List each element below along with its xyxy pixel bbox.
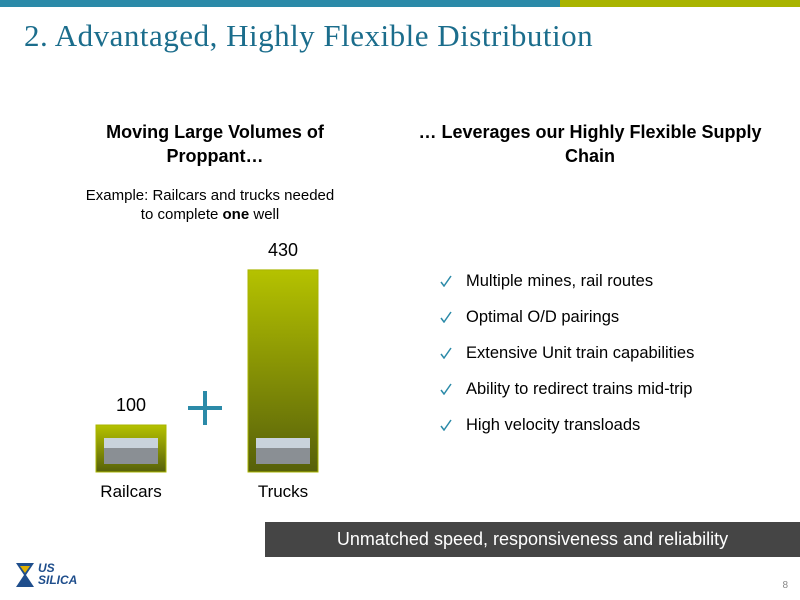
subheading-bold: one <box>222 206 250 223</box>
category-label: Trucks <box>258 482 308 501</box>
value-label: 100 <box>116 395 146 415</box>
check-icon <box>440 347 452 359</box>
subheading-text: well <box>249 206 280 223</box>
check-icon <box>440 275 452 287</box>
bullet: High velocity transloads <box>440 407 694 443</box>
bar-photo-sky <box>256 438 310 448</box>
bar-photo-sky <box>104 438 158 448</box>
bullet-list: Multiple mines, rail routes Optimal O/D p… <box>440 263 694 443</box>
banner: Unmatched speed, responsiveness and reli… <box>265 522 800 557</box>
logo: US SILICA <box>38 562 77 586</box>
bullet-text: Optimal O/D pairings <box>466 307 620 326</box>
bullet-text: High velocity transloads <box>466 415 641 434</box>
category-label: Railcars <box>100 482 161 501</box>
check-icon <box>440 311 452 323</box>
bullet: Multiple mines, rail routes <box>440 263 694 299</box>
bullet-text: Extensive Unit train capabilities <box>466 343 695 362</box>
plus-sign <box>188 391 222 425</box>
bullet: Ability to redirect trains mid-trip <box>440 371 694 407</box>
check-icon <box>440 419 452 431</box>
bullet-text: Multiple mines, rail routes <box>466 271 654 290</box>
page-number: 8 <box>782 580 788 591</box>
logo-text: US <box>38 561 55 575</box>
bullet-text: Ability to redirect trains mid-trip <box>466 379 693 398</box>
left-heading: Moving Large Volumes of Proppant… <box>106 122 324 166</box>
logo-icon <box>16 563 34 587</box>
bullet: Optimal O/D pairings <box>440 299 694 335</box>
chart: 100 Railcars 430 Trucks <box>95 240 319 501</box>
subheading-text: Example: Railcars and trucks needed to c… <box>85 187 335 223</box>
left-subheading: Example: Railcars and trucks needed to c… <box>85 186 335 224</box>
check-icon <box>440 383 452 395</box>
slide-title: 2. Advantaged, Highly Flexible Distribut… <box>24 18 594 53</box>
logo-text: SILICA <box>38 573 78 587</box>
value-label: 430 <box>268 240 298 260</box>
top-stripe <box>0 0 800 7</box>
bullet: Extensive Unit train capabilities <box>440 335 694 371</box>
right-heading: … Leverages our Highly Flexible Supply C… <box>418 122 762 166</box>
